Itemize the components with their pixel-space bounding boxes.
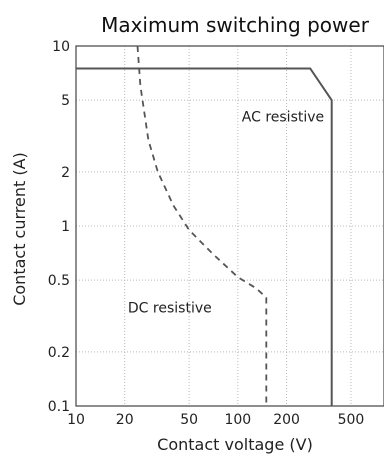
plot-area [75,45,384,407]
grid-lines [75,45,384,407]
x-tick-label: 50 [180,412,198,428]
annotations: AC resistive DC resistive [128,110,324,317]
x-tick-label: 10 [67,412,85,428]
y-tick-label: 10 [52,39,70,55]
annotation-ac-resistive: AC resistive [242,110,324,126]
ac-resistive-line [76,67,333,406]
dc-resistive-line [136,45,268,406]
x-axis-title: Contact voltage (V) [157,435,313,454]
y-axis-title: Contact current (A) [10,152,29,306]
annotation-dc-resistive: DC resistive [128,301,212,317]
y-tick-label: 1 [61,219,70,235]
x-tick-label: 20 [116,412,134,428]
plot-frame [75,45,384,407]
x-tick-label: 200 [273,412,300,428]
y-tick-label: 0.2 [48,345,70,361]
tick-labels: 10 20 50 100 200 500 0.1 0.2 0.5 1 2 5 10 [48,39,365,428]
y-tick-label: 2 [61,165,70,181]
y-tick-label: 5 [61,93,70,109]
y-tick-label: 0.5 [48,273,70,289]
x-tick-label: 100 [224,412,251,428]
x-tick-label: 500 [338,412,365,428]
y-tick-label: 0.1 [48,399,70,415]
chart-title: Maximum switching power [101,13,370,37]
